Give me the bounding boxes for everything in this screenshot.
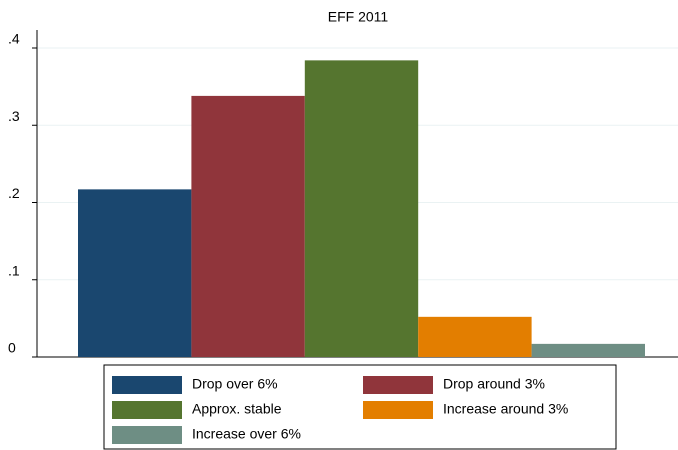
- legend-label: Drop over 6%: [192, 376, 278, 392]
- chart-title: EFF 2011: [328, 9, 389, 25]
- legend-label: Increase over 6%: [192, 426, 301, 442]
- legend-swatch: [363, 401, 433, 419]
- bar: [304, 60, 419, 358]
- legend-label: Drop around 3%: [443, 376, 545, 392]
- y-tick-label: .3: [8, 108, 20, 124]
- y-tick-label: .1: [8, 262, 20, 278]
- y-tick-label: .2: [8, 185, 20, 201]
- legend-label: Increase around 3%: [443, 401, 568, 417]
- bar: [78, 189, 192, 357]
- legend-label: Approx. stable: [192, 401, 282, 417]
- legend-box: [103, 364, 617, 450]
- legend-swatch: [363, 376, 433, 394]
- bar: [191, 95, 305, 358]
- bar: [531, 343, 645, 357]
- legend-swatch: [112, 376, 182, 394]
- bar: [418, 316, 532, 357]
- legend-swatch: [112, 426, 182, 444]
- y-tick-label: .4: [8, 31, 20, 47]
- y-tick-label: 0: [8, 340, 16, 356]
- legend-swatch: [112, 401, 182, 419]
